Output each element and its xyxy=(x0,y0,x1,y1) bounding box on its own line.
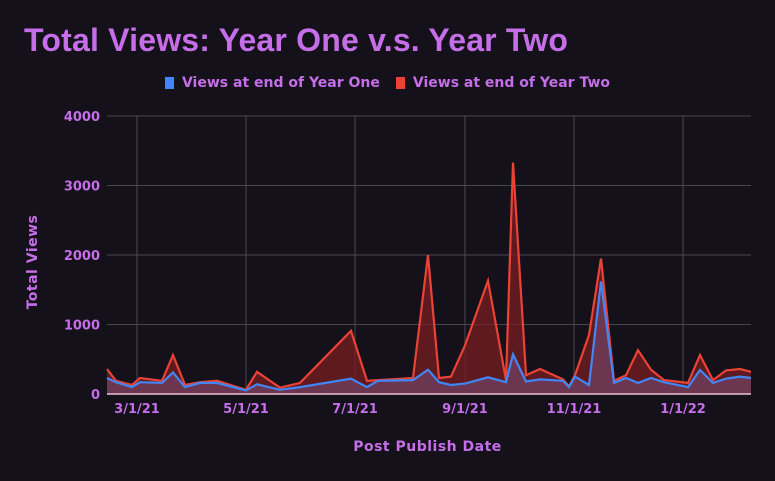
y-tick-label: 4000 xyxy=(64,110,100,125)
legend-label: Views at end of Year One xyxy=(181,75,380,91)
x-tick-label: 1/1/22 xyxy=(660,402,706,417)
chart-title: Total Views: Year One v.s. Year Two xyxy=(24,22,569,58)
x-tick-label: 3/1/21 xyxy=(114,402,160,417)
line-year-one xyxy=(106,281,752,392)
x-tick-label: 9/1/21 xyxy=(442,402,488,417)
legend-label: Views at end of Year Two xyxy=(412,75,611,91)
y-tick-label: 2000 xyxy=(64,249,100,264)
y-tick-label: 3000 xyxy=(64,180,100,195)
legend-swatch-blue xyxy=(164,77,174,89)
x-tick-label: 7/1/21 xyxy=(332,402,378,417)
y-tick-label: 0 xyxy=(91,388,100,403)
x-axis-label: Post Publish Date xyxy=(353,439,502,455)
legend: Views at end of Year One Views at end of… xyxy=(0,75,775,91)
y-tick-label: 1000 xyxy=(64,319,100,334)
legend-item-year-two[interactable]: Views at end of Year Two xyxy=(395,75,611,91)
legend-swatch-red xyxy=(395,77,405,89)
x-tick-label: 11/1/21 xyxy=(547,402,602,417)
x-tick-label: 5/1/21 xyxy=(223,402,269,417)
legend-item-year-one[interactable]: Views at end of Year One xyxy=(164,75,380,91)
